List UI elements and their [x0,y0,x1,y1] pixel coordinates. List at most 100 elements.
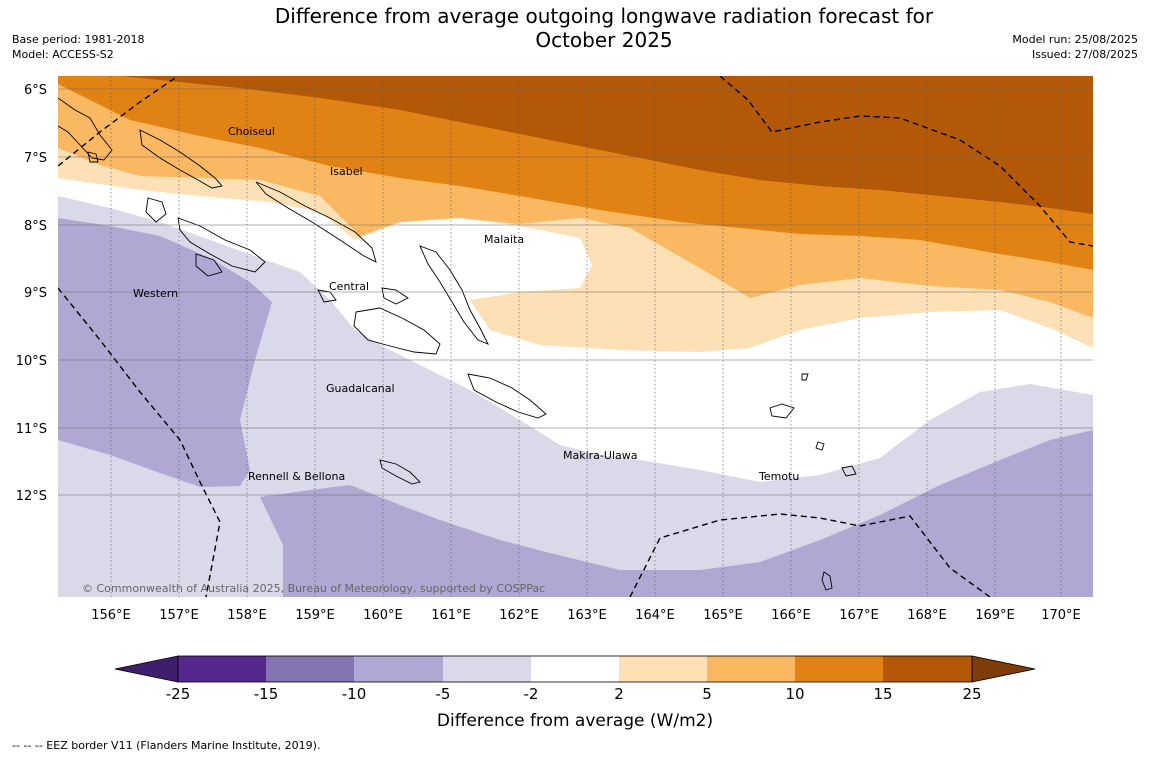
copyright-notice: © Commonwealth of Australia 2025, Bureau… [82,582,545,595]
coast-rennell [379,459,421,485]
colorbar-label: Difference from average (W/m2) [437,711,713,731]
coast-guadalcanal [353,307,441,355]
colorbar-segment-8 [795,656,883,682]
coast-makira [467,373,547,419]
lon-label-164e: 164°E [635,608,675,623]
model-name: Model: ACCESS-S2 [12,48,114,61]
lon-label-161e: 161°E [431,608,471,623]
coast-torres-islands [821,571,833,591]
lon-label-166e: 166°E [771,608,811,623]
lat-label-11s: 11°S [16,422,47,437]
lon-label-170e: 170°E [1041,608,1081,623]
colorbar-extend-max [971,655,1036,683]
coast-vella-lavella [145,197,167,223]
lon-label-165e: 165°E [703,608,743,623]
label-isabel: Isabel [330,165,363,178]
title-line-1: Difference from average outgoing longwav… [274,4,934,28]
colorbar-ticks: -25 -15 -10 -5 -2 2 5 10 15 25 [166,685,982,703]
meta-left: Base period: 1981-2018 Model: ACCESS-S2 [12,32,144,62]
colorbar-tick-25: 25 [962,685,981,703]
lon-label-159e: 159°E [295,608,335,623]
eez-south-east [629,513,991,597]
band-minus-5-to-10-southeast [260,430,1093,597]
colorbar-segment-1 [178,656,266,682]
lon-label-160e: 160°E [363,608,403,623]
coast-choiseul [139,129,223,189]
issued-date: Issued: 27/08/2025 [1031,48,1138,61]
eez-borders [58,76,1093,597]
coast-nendo-north [801,373,809,381]
lat-label-12s: 12°S [16,489,47,504]
colorbar-segment-4 [443,656,531,682]
colorbar-segment-6 [619,656,707,682]
place-labels: Choiseul Isabel Malaita Central Western … [133,125,799,483]
lat-label-10s: 10°S [16,354,47,369]
coast-bougainville [58,97,113,161]
label-western: Western [133,287,178,300]
label-central: Central [329,280,369,293]
label-malaita: Malaita [484,233,524,246]
coast-rendova [195,253,223,277]
label-guadalcanal: Guadalcanal [326,382,395,395]
coast-shortland [87,151,99,163]
colorbar: -25 -15 -10 -5 -2 2 5 10 15 25 Differenc… [114,655,1036,731]
lat-label-7s: 7°S [24,151,47,166]
lat-label-6s: 6°S [24,83,47,98]
colorbar-tick-minus-2: -2 [524,685,539,703]
coast-isabel [255,181,377,263]
longitude-lines [110,76,1062,597]
latitude-labels: 6°S 7°S 8°S 9°S 10°S 11°S 12°S [16,83,47,504]
anomaly-field [58,76,1093,597]
longitude-labels: 156°E 157°E 158°E 159°E 160°E 161°E 162°… [91,608,1081,623]
title-line-2: October 2025 [535,28,673,52]
colorbar-tick-5: 5 [702,685,712,703]
colorbar-outline [177,655,973,683]
coast-vanikoro [841,465,857,477]
lat-label-8s: 8°S [24,219,47,234]
label-temotu: Temotu [758,470,799,483]
coastlines [58,97,857,591]
coast-malaita [419,245,489,345]
coast-utupua [815,441,825,451]
colorbar-tick-15: 15 [873,685,892,703]
colorbar-segment-9 [883,656,972,682]
map-title: Difference from average outgoing longwav… [200,4,1008,52]
band-plus-15-to-25 [120,76,1093,214]
meta-right: Model run: 25/08/2025 Issued: 27/08/2025 [1012,32,1138,62]
colorbar-tick-minus-10: -10 [342,685,367,703]
coast-new-georgia [177,217,266,273]
eez-west [58,287,221,597]
label-choiseul: Choiseul [228,125,275,138]
lon-label-168e: 168°E [907,608,947,623]
lon-label-167e: 167°E [839,608,879,623]
coast-santa-cruz [769,403,795,419]
label-rennell-bellona: Rennell & Bellona [248,470,345,483]
latitude-lines [58,88,1093,496]
lon-label-163e: 163°E [567,608,607,623]
colorbar-segment-7 [707,656,795,682]
lon-label-162e: 162°E [499,608,539,623]
model-run: Model run: 25/08/2025 [1012,33,1138,46]
colorbar-tick-minus-25: -25 [166,685,191,703]
lon-label-156e: 156°E [91,608,131,623]
colorbar-tick-10: 10 [785,685,804,703]
eez-north-east [719,76,1093,247]
colorbar-tick-2: 2 [614,685,624,703]
lon-label-158e: 158°E [227,608,267,623]
lat-label-9s: 9°S [24,286,47,301]
colorbar-segment-3 [354,656,443,682]
coast-florida-islands [317,289,337,303]
colorbar-extend-min [114,655,179,683]
colorbar-tick-minus-15: -15 [254,685,279,703]
band-minus-5-to-10-west [58,218,272,487]
lon-label-157e: 157°E [159,608,199,623]
label-makira-ulawa: Makira-Ulawa [563,449,637,462]
lon-label-169e: 169°E [975,608,1015,623]
colorbar-segment-2 [266,656,354,682]
colorbar-segment-5 [531,656,619,682]
base-period: Base period: 1981-2018 [12,33,145,46]
graticule [58,76,1093,597]
coast-russell-islands [381,287,409,305]
eez-legend-note: -- -- -- EEZ border V11 (Flanders Marine… [12,739,321,752]
